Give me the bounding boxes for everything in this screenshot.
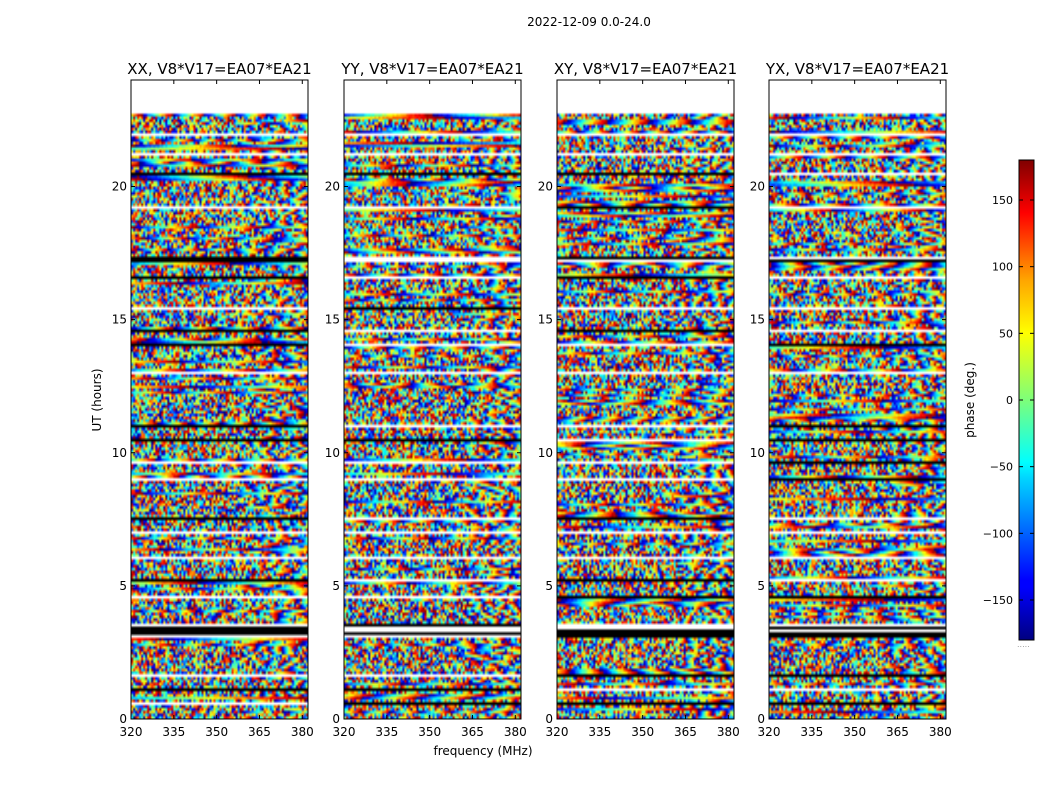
x-tick-label: 335 <box>375 725 398 739</box>
x-tick-label: 365 <box>886 725 909 739</box>
colorbar-tick-label: −50 <box>990 461 1013 474</box>
y-axis-label: UT (hours) <box>90 368 104 431</box>
y-tick-label: 15 <box>112 313 127 327</box>
x-tick-label: 350 <box>631 725 654 739</box>
y-tick-label: 20 <box>538 180 553 194</box>
panel-yy: YY, V8*V17=EA07*EA21 320 335 350 365 380 0 5 10 1… <box>325 60 527 739</box>
panel-xy: XY, V8*V17=EA07*EA21 320 335 350 365 380 0 5 10 1… <box>538 60 740 739</box>
x-tick-label: 380 <box>504 725 527 739</box>
y-tick-label: 5 <box>545 579 553 593</box>
y-tick-label: 0 <box>332 712 340 726</box>
y-tick-label: 5 <box>119 579 127 593</box>
x-tick-label: 335 <box>800 725 823 739</box>
panels-group: XX, V8*V17=EA07*EA21 320 335 350 365 380 0 5 10 1… <box>112 60 952 739</box>
panel-title-yx: YX, V8*V17=EA07*EA21 <box>765 60 949 78</box>
phase-heatmap-xx <box>131 80 308 719</box>
y-tick-label: 10 <box>538 446 553 460</box>
x-axis-label: frequency (MHz) <box>433 744 532 758</box>
x-tick-label: 350 <box>205 725 228 739</box>
x-tick-label: 335 <box>162 725 185 739</box>
y-tick-label: 15 <box>750 313 765 327</box>
y-tick-label: 20 <box>325 180 340 194</box>
x-tick-label: 350 <box>843 725 866 739</box>
y-tick-label: 0 <box>757 712 765 726</box>
panel-frame <box>343 79 522 720</box>
colorbar-tick-label: 100 <box>992 261 1013 274</box>
panel-frame <box>130 79 309 720</box>
y-tick-label: 0 <box>545 712 553 726</box>
panel-frame <box>768 79 947 720</box>
y-tick-label: 10 <box>112 446 127 460</box>
colorbar-tick-label: −100 <box>983 527 1013 540</box>
x-tick-label: 350 <box>418 725 441 739</box>
y-tick-label: 0 <box>119 712 127 726</box>
colorbar-tick-label: 0 <box>1006 394 1013 407</box>
x-tick-label: 380 <box>929 725 952 739</box>
colorbar: phase (deg.) 150 100 50 0 −50 −100 −150 <box>963 159 1035 641</box>
x-tick-label: 320 <box>120 725 143 739</box>
panel-title-xy: XY, V8*V17=EA07*EA21 <box>554 60 737 78</box>
colorbar-tick-label: −150 <box>983 594 1013 607</box>
x-tick-label: 365 <box>248 725 271 739</box>
y-tick-label: 20 <box>750 180 765 194</box>
y-tick-label: 5 <box>757 579 765 593</box>
x-tick-label: 320 <box>333 725 356 739</box>
x-tick-label: 365 <box>461 725 484 739</box>
y-tick-label: 20 <box>112 180 127 194</box>
x-tick-label: 365 <box>674 725 697 739</box>
panel-frame <box>556 79 735 720</box>
y-tick-label: 15 <box>538 313 553 327</box>
y-tick-label: 15 <box>325 313 340 327</box>
phase-heatmap-xy <box>557 80 734 719</box>
panel-title-yy: YY, V8*V17=EA07*EA21 <box>340 60 523 78</box>
panel-xx: XX, V8*V17=EA07*EA21 320 335 350 365 380 0 5 10 1… <box>112 60 314 739</box>
y-tick-label: 5 <box>332 579 340 593</box>
x-tick-label: 380 <box>717 725 740 739</box>
x-tick-label: 335 <box>588 725 611 739</box>
panel-title-xx: XX, V8*V17=EA07*EA21 <box>127 60 311 78</box>
y-tick-label: 10 <box>325 446 340 460</box>
panel-yx: YX, V8*V17=EA07*EA21 320 335 350 365 380 0 5 10 1… <box>750 60 952 739</box>
figure-suptitle: 2022-12-09 0.0-24.0 <box>527 15 651 29</box>
x-tick-label: 380 <box>291 725 314 739</box>
phase-heatmap-yy <box>344 80 521 719</box>
colorbar-footnote: ..... <box>1017 640 1030 649</box>
x-tick-label: 320 <box>758 725 781 739</box>
colorbar-label: phase (deg.) <box>963 362 977 438</box>
colorbar-tick-label: 150 <box>992 194 1013 207</box>
x-tick-label: 320 <box>546 725 569 739</box>
y-tick-label: 10 <box>750 446 765 460</box>
colorbar-tick-label: 50 <box>999 327 1013 340</box>
phase-heatmap-yx <box>769 80 946 719</box>
